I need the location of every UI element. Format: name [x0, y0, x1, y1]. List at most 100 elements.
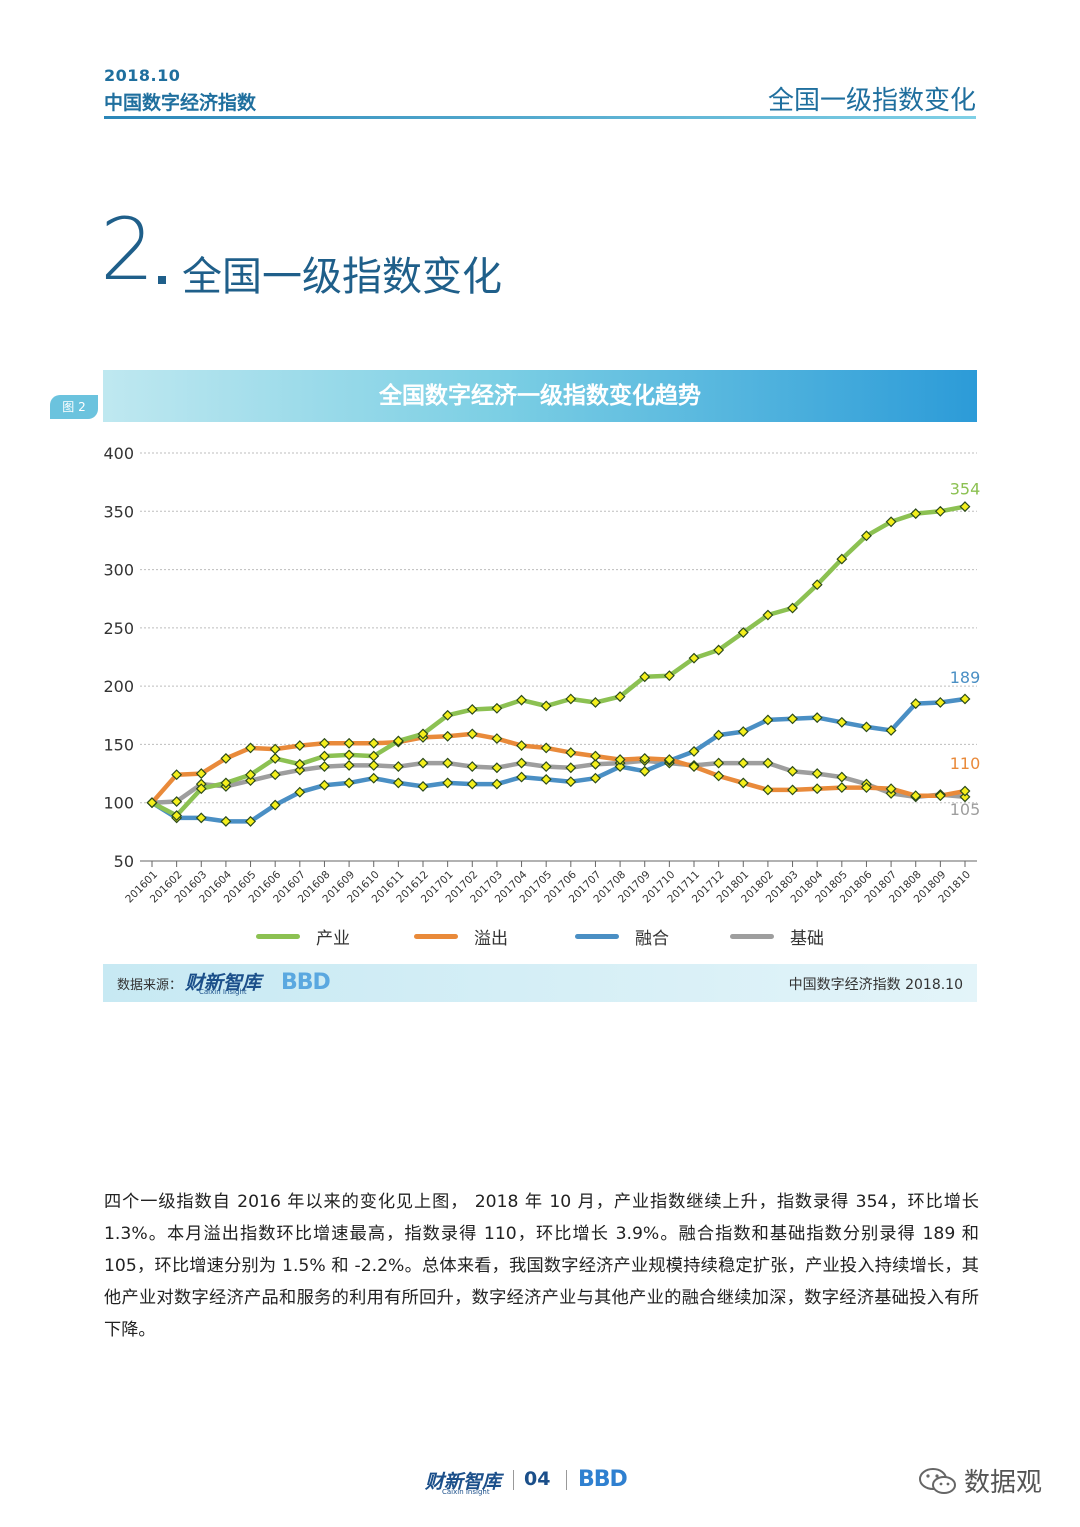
data-point	[343, 737, 355, 749]
footer-bbd-logo: BBD	[578, 1467, 628, 1492]
y-tick-label: 100	[103, 794, 134, 813]
data-point	[836, 716, 848, 728]
data-point	[220, 815, 232, 827]
data-point	[762, 714, 774, 726]
data-point	[294, 786, 306, 798]
data-point	[442, 730, 454, 742]
series-line-基础	[149, 758, 968, 805]
data-point	[737, 757, 749, 769]
data-point	[565, 693, 577, 705]
data-point	[737, 627, 749, 638]
data-point	[959, 791, 971, 803]
data-point	[220, 777, 232, 789]
data-point	[171, 796, 183, 807]
data-point	[565, 747, 577, 759]
report-title: 中国数字经济指数	[104, 92, 257, 114]
section-dot	[158, 276, 166, 284]
data-point	[811, 768, 823, 780]
section-number: 2	[100, 200, 155, 300]
body-paragraph: 四个一级指数自 2016 年以来的变化见上图， 2018 年 10 月，产业指数…	[104, 1192, 979, 1340]
caixin-logo-sub: Caixin Insight	[199, 988, 247, 996]
data-point	[836, 771, 848, 783]
footer-separator	[566, 1470, 567, 1490]
y-tick-label: 200	[103, 677, 134, 696]
data-point	[861, 530, 872, 542]
legend-label: 基础	[790, 929, 824, 949]
data-point	[516, 694, 527, 706]
data-point	[294, 758, 306, 770]
data-point	[910, 508, 922, 520]
data-point	[171, 810, 183, 821]
data-point	[516, 740, 527, 752]
series-end-label: 105	[950, 800, 981, 819]
data-point	[737, 726, 749, 738]
data-point	[368, 772, 380, 784]
legend-swatch	[730, 934, 774, 939]
data-point	[195, 783, 207, 795]
watermark: 数据观	[918, 1462, 1042, 1499]
y-tick-label: 400	[103, 444, 134, 463]
data-point	[466, 728, 478, 740]
footer-separator	[513, 1470, 514, 1490]
data-point	[245, 815, 256, 827]
data-point	[392, 777, 404, 789]
legend-item: 产业	[256, 924, 350, 949]
footer-caixin-logo-sub: Caixin Insight	[442, 1488, 490, 1496]
data-point	[368, 737, 380, 749]
data-point	[811, 783, 823, 795]
section-title: 全国一级指数变化	[182, 254, 502, 300]
data-point	[688, 652, 700, 664]
data-point	[565, 762, 577, 774]
page-number: 04	[524, 1468, 551, 1490]
legend-label: 溢出	[474, 929, 508, 949]
data-point	[663, 754, 675, 766]
data-point	[885, 516, 897, 528]
legend-swatch	[575, 934, 619, 939]
data-point	[713, 729, 725, 741]
data-point	[836, 553, 848, 565]
data-point	[590, 758, 601, 770]
data-point	[959, 693, 971, 705]
data-point	[245, 769, 256, 781]
data-point	[466, 778, 478, 790]
legend-label: 产业	[316, 929, 350, 949]
data-point	[713, 644, 725, 656]
data-point	[269, 769, 281, 781]
data-point	[343, 777, 355, 789]
data-point	[934, 697, 946, 708]
data-point	[368, 759, 380, 771]
figure-banner: 全国数字经济一级指数变化趋势	[103, 370, 977, 422]
data-point	[343, 759, 355, 771]
line-chart: 5010015020025030035040020160120160220160…	[103, 444, 981, 905]
source-bar: 数据来源： 财新智库 Caixin Insight BBD 中国数字经济指数 2…	[103, 964, 977, 1002]
series-end-label: 110	[950, 754, 981, 773]
y-tick-label: 250	[103, 619, 134, 638]
legend-swatch	[256, 934, 300, 939]
data-point	[934, 790, 946, 802]
series-line-融合	[149, 696, 968, 824]
data-point	[269, 752, 281, 764]
data-point	[590, 772, 601, 784]
data-point	[590, 750, 601, 762]
data-point	[663, 670, 675, 682]
data-point	[910, 698, 922, 710]
data-point	[319, 779, 330, 791]
data-point	[269, 743, 281, 755]
legend-item: 基础	[730, 924, 824, 949]
y-tick-label: 50	[114, 852, 134, 871]
data-point	[885, 783, 897, 795]
data-point	[442, 777, 454, 789]
data-point	[762, 784, 774, 796]
figure-tag: 图 2	[50, 395, 98, 419]
header-date: 2018.10	[104, 66, 181, 85]
data-point	[639, 671, 651, 683]
series-end-label: 189	[950, 668, 981, 687]
header-rule	[104, 116, 976, 119]
data-point	[171, 769, 183, 781]
data-point	[762, 609, 774, 621]
legend-swatch	[414, 934, 458, 939]
data-point	[195, 768, 207, 780]
data-point	[491, 733, 503, 745]
data-point	[516, 771, 527, 783]
y-tick-label: 300	[103, 561, 134, 580]
